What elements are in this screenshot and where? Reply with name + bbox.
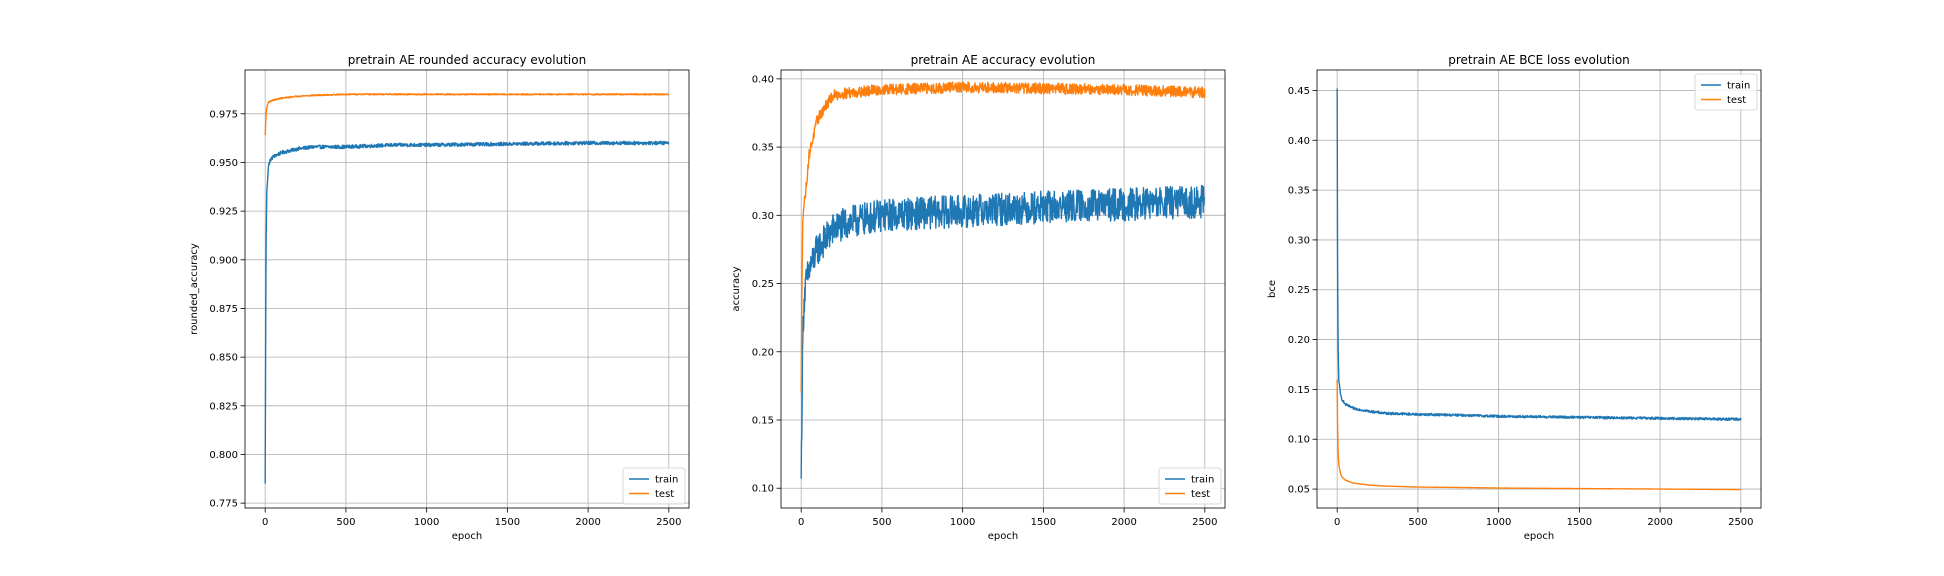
y-tick-label: 0.40 xyxy=(1288,136,1310,147)
y-tick-label: 0.975 xyxy=(209,109,238,120)
legend-label-train: train xyxy=(1727,81,1750,92)
y-tick-label: 0.775 xyxy=(209,499,238,510)
legend: train test xyxy=(1694,73,1758,111)
legend-label-test: test xyxy=(655,489,674,500)
y-tick-label: 0.25 xyxy=(752,279,774,290)
x-tick-label: 2000 xyxy=(575,517,600,528)
y-tick-label: 0.875 xyxy=(209,304,238,315)
chart-title: pretrain AE BCE loss evolution xyxy=(1448,53,1630,67)
y-tick-label: 0.45 xyxy=(1288,86,1310,97)
series-line-train xyxy=(264,140,670,484)
series-line-train xyxy=(800,184,1206,479)
x-tick-label: 1500 xyxy=(495,517,520,528)
x-tick-label: 2500 xyxy=(1728,517,1753,528)
x-axis-label: epoch xyxy=(1524,531,1554,542)
y-tick-label: 0.10 xyxy=(752,484,774,495)
y-tick-label: 0.30 xyxy=(752,211,774,222)
y-tick-label: 0.30 xyxy=(1288,235,1310,246)
x-axis-label: epoch xyxy=(988,531,1018,542)
y-axis-label: rounded_accuracy xyxy=(189,243,200,335)
y-axis-label: bce xyxy=(1267,280,1278,298)
x-tick-label: 0 xyxy=(262,517,268,528)
chart-3: 0 500 1000 1500 2000 2500 0.05 0.10 0.15 0.20 0.25… xyxy=(1267,53,1762,542)
y-tick-label: 0.20 xyxy=(1288,335,1310,346)
x-tick-label: 2500 xyxy=(1192,517,1217,528)
y-tick-label: 0.20 xyxy=(752,347,774,358)
legend-label-test: test xyxy=(1727,95,1746,106)
x-tick-label: 2000 xyxy=(1647,517,1672,528)
y-tick-label: 0.10 xyxy=(1288,435,1310,446)
y-tick-label: 0.40 xyxy=(752,74,774,85)
y-tick-label: 0.35 xyxy=(752,143,774,154)
x-tick-label: 2000 xyxy=(1111,517,1136,528)
series-line-test xyxy=(800,80,1206,393)
series-lines xyxy=(800,80,1206,479)
x-tick-label: 500 xyxy=(872,517,891,528)
y-tick-label: 0.800 xyxy=(209,450,238,461)
x-tick-label: 1000 xyxy=(950,517,975,528)
legend: train test xyxy=(622,467,686,505)
axes-frame xyxy=(1316,69,1762,509)
legend-box xyxy=(622,467,686,505)
legend-label-train: train xyxy=(655,475,678,486)
y-tick-label: 0.15 xyxy=(1288,385,1310,396)
y-tick-label: 0.15 xyxy=(752,415,774,426)
chart-title: pretrain AE accuracy evolution xyxy=(911,53,1096,67)
y-tick-label: 0.925 xyxy=(209,207,238,218)
y-tick-label: 0.35 xyxy=(1288,186,1310,197)
y-tick-label: 0.950 xyxy=(209,158,238,169)
x-tick-label: 0 xyxy=(798,517,804,528)
y-tick-label: 0.825 xyxy=(209,401,238,412)
x-tick-label: 1500 xyxy=(1567,517,1592,528)
y-tick-label: 0.05 xyxy=(1288,485,1310,496)
x-tick-label: 500 xyxy=(1408,517,1427,528)
legend-box xyxy=(1158,467,1222,505)
x-tick-label: 1000 xyxy=(1486,517,1511,528)
series-lines xyxy=(1336,88,1742,491)
axes-frame xyxy=(780,69,1226,509)
x-tick-label: 2500 xyxy=(656,517,681,528)
y-tick-label: 0.900 xyxy=(209,255,238,266)
series-line-test xyxy=(264,93,670,136)
series-lines xyxy=(264,93,670,484)
x-tick-label: 1000 xyxy=(414,517,439,528)
chart-1: 0 500 1000 1500 2000 2500 0.775 0.800 0.825 0.850… xyxy=(189,53,690,542)
chart-title: pretrain AE rounded accuracy evolution xyxy=(348,53,586,67)
y-tick-label: 0.850 xyxy=(209,353,238,364)
legend-label-test: test xyxy=(1191,489,1210,500)
axes-frame xyxy=(244,69,690,509)
y-tick-label: 0.25 xyxy=(1288,285,1310,296)
chart-2: 0 500 1000 1500 2000 2500 0.10 0.15 0.20 0.25 0.30… xyxy=(731,53,1226,542)
legend-box xyxy=(1694,73,1758,111)
x-tick-label: 500 xyxy=(336,517,355,528)
series-line-test xyxy=(1336,379,1742,491)
legend: train test xyxy=(1158,467,1222,505)
y-axis-label: accuracy xyxy=(731,266,742,311)
legend-label-train: train xyxy=(1191,475,1214,486)
x-tick-label: 0 xyxy=(1334,517,1340,528)
x-axis-label: epoch xyxy=(452,531,482,542)
series-line-train xyxy=(1336,88,1742,422)
x-tick-label: 1500 xyxy=(1031,517,1056,528)
